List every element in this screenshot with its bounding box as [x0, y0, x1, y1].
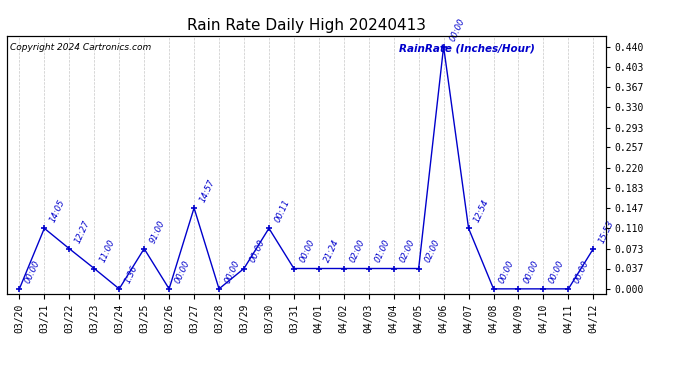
- Text: 00:00: 00:00: [23, 259, 42, 285]
- Text: 00:00: 00:00: [298, 238, 317, 264]
- Text: 00:00: 00:00: [173, 259, 192, 285]
- Text: RainRate (Inches/Hour): RainRate (Inches/Hour): [400, 44, 535, 53]
- Text: 00:00: 00:00: [223, 259, 241, 285]
- Text: 00:00: 00:00: [522, 259, 541, 285]
- Text: 02:00: 02:00: [398, 238, 416, 264]
- Text: 00:00: 00:00: [497, 259, 516, 285]
- Title: Rain Rate Daily High 20240413: Rain Rate Daily High 20240413: [187, 18, 426, 33]
- Text: 12:27: 12:27: [73, 219, 92, 245]
- Text: 12:54: 12:54: [473, 198, 491, 224]
- Text: 21:24: 21:24: [323, 238, 342, 264]
- Text: 11:00: 11:00: [99, 238, 117, 264]
- Text: 15:53: 15:53: [598, 219, 616, 245]
- Text: 00:00: 00:00: [548, 259, 566, 285]
- Text: 91:00: 91:00: [148, 219, 167, 245]
- Text: Copyright 2024 Cartronics.com: Copyright 2024 Cartronics.com: [10, 44, 151, 52]
- Text: 14:05: 14:05: [48, 198, 67, 224]
- Text: 01:00: 01:00: [373, 238, 391, 264]
- Text: 02:00: 02:00: [348, 238, 366, 264]
- Text: 00:00: 00:00: [573, 259, 591, 285]
- Text: 02:00: 02:00: [423, 238, 442, 264]
- Text: 1:36: 1:36: [124, 264, 139, 285]
- Text: 14:57: 14:57: [198, 178, 217, 204]
- Text: 00:00: 00:00: [448, 16, 466, 42]
- Text: 00:11: 00:11: [273, 198, 292, 224]
- Text: 00:00: 00:00: [248, 238, 266, 264]
